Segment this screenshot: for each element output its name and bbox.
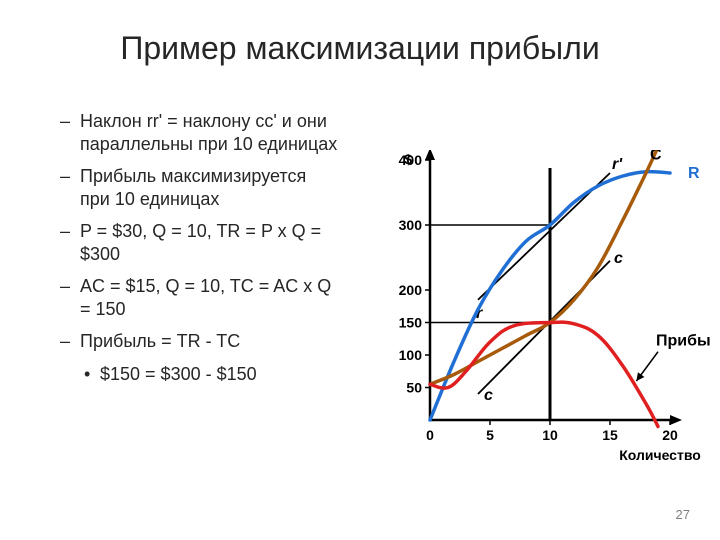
- svg-text:0: 0: [426, 427, 434, 443]
- bullet-5a: $150 = $300 - $150: [60, 363, 340, 386]
- svg-text:Количество: Количество: [619, 447, 701, 463]
- slide-title: Пример максимизации прибыли: [0, 30, 720, 67]
- svg-text:C: C: [650, 150, 662, 164]
- svg-text:Прибыль: Прибыль: [656, 332, 710, 349]
- svg-text:5: 5: [486, 427, 494, 443]
- bullet-1: Наклон rr' = наклону cc' и они параллель…: [60, 110, 340, 155]
- svg-text:r': r': [612, 156, 623, 173]
- svg-text:c: c: [484, 387, 493, 404]
- bullet-3: P = $30, Q = 10, TR = P x Q = $300: [60, 220, 340, 265]
- bullet-list: Наклон rr' = наклону cc' и они параллель…: [60, 110, 340, 385]
- svg-text:200: 200: [399, 282, 423, 298]
- page-number: 27: [676, 507, 690, 522]
- svg-text:100: 100: [399, 347, 423, 363]
- svg-text:10: 10: [542, 427, 558, 443]
- slide: Пример максимизации прибыли Наклон rr' =…: [0, 0, 720, 540]
- bullet-4: AC = $15, Q = 10, TC = AC x Q = 150: [60, 275, 340, 320]
- profit-chart: 5010015020030040005101520$Количествоrr'c…: [370, 150, 710, 480]
- bullet-5: Прибыль = TR - TC: [60, 330, 340, 353]
- svg-text:20: 20: [662, 427, 678, 443]
- svg-text:c: c: [614, 250, 623, 267]
- svg-text:$: $: [404, 151, 412, 167]
- svg-text:300: 300: [399, 217, 423, 233]
- bullet-2: Прибыль максимизируется при 10 единицах: [60, 165, 340, 210]
- svg-text:150: 150: [399, 315, 423, 331]
- svg-text:50: 50: [406, 380, 422, 396]
- svg-text:15: 15: [602, 427, 618, 443]
- svg-text:R: R: [688, 165, 700, 182]
